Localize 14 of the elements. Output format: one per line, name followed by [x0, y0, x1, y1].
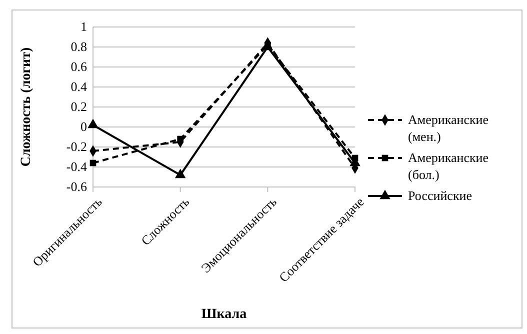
y-tick-label: -0.2 — [66, 139, 87, 154]
legend-label: Американские (бол.) — [408, 150, 489, 182]
x-axis-title: Шкала — [201, 307, 247, 322]
y-tick-label: -0.4 — [66, 159, 88, 174]
y-tick-label: 1 — [80, 19, 87, 34]
y-tick-label: 0 — [80, 119, 87, 134]
legend-label: Американские (мен.) — [408, 112, 489, 144]
y-tick-label: 0.2 — [70, 99, 87, 114]
y-tick-label: 0.4 — [70, 79, 88, 94]
y-axis-title: Сложность (логит) — [19, 47, 34, 167]
y-tick-label: 0.6 — [70, 59, 88, 74]
y-tick-label: -0.6 — [66, 179, 88, 194]
y-tick-label: 0.8 — [70, 39, 87, 54]
legend-label: Российские — [408, 188, 472, 203]
